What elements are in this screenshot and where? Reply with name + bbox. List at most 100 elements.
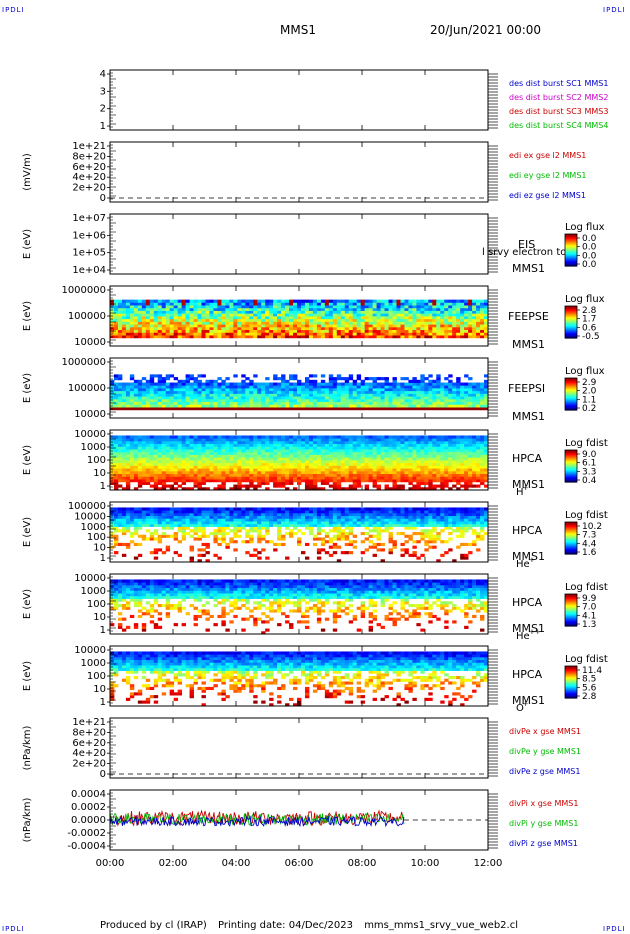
spectrogram-cell (384, 468, 389, 472)
spectrogram-cell (221, 449, 226, 453)
spectrogram-cell (117, 396, 123, 400)
spectrogram-cell (133, 440, 139, 445)
spectrogram-cell (241, 390, 246, 394)
spectrogram-cell (388, 460, 393, 464)
spectrogram-cell (261, 465, 266, 469)
spectrogram-cell (320, 326, 326, 331)
spectrogram-cell (121, 523, 127, 527)
spectrogram-cell (412, 487, 417, 491)
y-tick-label: 10 (93, 468, 106, 479)
spectrogram-cell (368, 390, 374, 394)
colorbar-segment (565, 253, 577, 255)
spectrogram-cell (125, 318, 131, 322)
spectrogram-cell (320, 398, 326, 403)
colorbar-tick-label: 6.1 (582, 459, 596, 469)
spectrogram-cell (293, 446, 298, 450)
spectrogram-cell (117, 310, 123, 314)
spectrogram-cell (364, 487, 370, 491)
spectrogram-cell (265, 388, 270, 392)
spectrogram-cell (129, 401, 135, 405)
spectrogram-cell (169, 521, 175, 525)
spectrogram-cell (444, 457, 449, 461)
spectrogram-cell (324, 462, 330, 466)
spectrogram-cell (444, 396, 449, 400)
spectrogram-cell (193, 476, 198, 480)
spectrogram-cell (133, 462, 139, 466)
spectrogram-cell (173, 326, 179, 331)
spectrogram-cell (312, 440, 318, 445)
spectrogram-cell (452, 446, 457, 450)
spectrogram-cell (233, 435, 238, 439)
spectrogram-cell (265, 481, 270, 485)
spectrogram-cell (121, 457, 127, 461)
spectrogram-cell (392, 377, 397, 381)
spectrogram-cell (293, 457, 298, 461)
spectrogram-cell (300, 390, 306, 394)
spectrogram-cell (165, 390, 171, 394)
spectrogram-cell (169, 307, 175, 311)
spectrogram-cell (392, 390, 397, 394)
spectrogram-cell (468, 324, 473, 328)
spectrogram-cell (221, 396, 226, 400)
spectrogram-cell (376, 407, 381, 411)
spectrogram-cell (165, 446, 171, 450)
colorbar-segment (565, 476, 577, 478)
spectrogram-cell (285, 460, 290, 464)
spectrogram-cell (384, 401, 389, 405)
spectrogram-cell (297, 332, 302, 336)
spectrogram-cell (197, 479, 202, 483)
spectrogram-cell (181, 473, 186, 477)
spacecraft-name: MMS1 (512, 338, 545, 351)
spectrogram-cell (125, 468, 131, 472)
spectrogram-cell (157, 335, 163, 339)
colorbar-segment (565, 259, 577, 261)
spectrogram-cell (396, 407, 401, 411)
spectrogram-cell (281, 299, 286, 303)
spectrogram-cell (281, 302, 286, 306)
spectrogram-cell (312, 404, 318, 408)
spectrogram-cell (352, 318, 358, 322)
spectrogram-cell (316, 468, 322, 472)
spectrogram-cell (432, 332, 437, 336)
spectrogram-cell (448, 302, 453, 306)
spectrogram-cell (297, 396, 302, 400)
spectrogram-cell (217, 382, 222, 386)
spectrogram-cell (408, 457, 413, 461)
spectrogram-cell (261, 407, 266, 411)
colorbar-segment (565, 390, 577, 393)
spectrogram-cell (293, 377, 298, 381)
spectrogram-cell (424, 407, 429, 411)
spectrogram-cell (420, 440, 425, 445)
spectrogram-cell (404, 313, 409, 317)
spectrogram-cell (384, 470, 389, 475)
spectrogram-cell (161, 460, 167, 464)
spectrogram-cell (356, 460, 362, 464)
spectrogram-cell (436, 318, 441, 322)
colorbar-segment (565, 261, 577, 263)
colorbar-segment (565, 318, 577, 320)
spectrogram-cell (316, 473, 322, 477)
spectrogram-cell (281, 329, 286, 333)
spectrogram-cell (253, 404, 258, 408)
spectrogram-cell (245, 335, 250, 339)
spectrogram-cell (193, 393, 198, 397)
spectrogram-cell (448, 468, 453, 472)
spectrogram-cell (420, 374, 425, 378)
spectrogram-cell (340, 307, 346, 311)
legend-entry: des dist burst SC1 MMS1 (509, 79, 608, 88)
spectrogram-cell (113, 335, 119, 339)
spectrogram-cell (408, 321, 413, 325)
spectrogram-cell (348, 479, 354, 483)
spectrogram-cell (293, 460, 298, 464)
spectrogram-cell (416, 460, 421, 464)
spectrogram-cell (356, 332, 362, 336)
colorbar-segment (565, 471, 577, 473)
spectrogram-cell (245, 476, 250, 480)
spectrogram-cell (372, 382, 377, 386)
spectrogram-cell (149, 407, 155, 411)
spectrogram-cell (213, 396, 218, 400)
colorbar-segment (565, 325, 577, 327)
spectrogram-cell (324, 310, 330, 314)
spectrogram-cell (173, 551, 179, 555)
spectrogram-cell (304, 401, 310, 405)
